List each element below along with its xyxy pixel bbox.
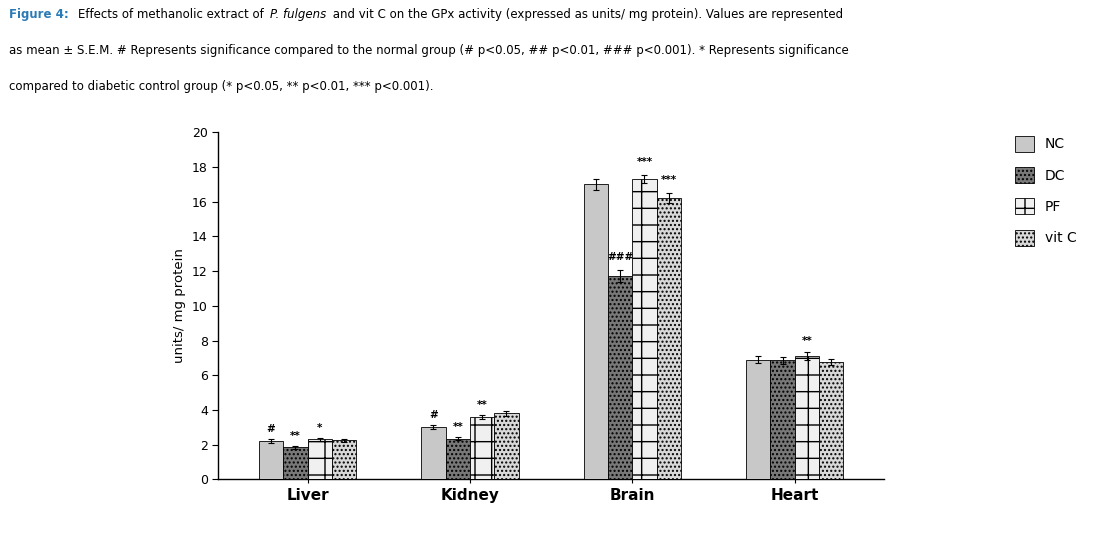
- Bar: [657, 198, 681, 479]
- Text: **: **: [477, 400, 488, 410]
- Text: ***: ***: [661, 175, 677, 185]
- Text: as mean ± S.E.M. # Represents significance compared to the normal group (# p<0.0: as mean ± S.E.M. # Represents significan…: [9, 44, 848, 57]
- Bar: [819, 362, 844, 479]
- Bar: [470, 417, 495, 479]
- Bar: [770, 360, 794, 479]
- Text: **: **: [290, 431, 301, 441]
- Bar: [308, 440, 332, 479]
- Legend: NC, DC, PF, vit C: NC, DC, PF, vit C: [1015, 136, 1076, 246]
- Text: #: #: [266, 424, 275, 434]
- Bar: [584, 184, 608, 479]
- Text: compared to diabetic control group (* p<0.05, ** p<0.01, *** p<0.001).: compared to diabetic control group (* p<…: [9, 80, 433, 93]
- Text: P. fulgens: P. fulgens: [271, 8, 327, 21]
- Text: ***: ***: [637, 157, 652, 167]
- Bar: [283, 447, 308, 479]
- Text: and vit C on the GPx activity (expressed as units/ mg protein). Values are repre: and vit C on the GPx activity (expressed…: [329, 8, 843, 21]
- Bar: [421, 428, 445, 479]
- Bar: [445, 439, 470, 479]
- Y-axis label: units/ mg protein: units/ mg protein: [173, 249, 187, 363]
- Bar: [794, 356, 819, 479]
- Text: Figure 4:: Figure 4:: [9, 8, 73, 21]
- Text: Effects of methanolic extract of: Effects of methanolic extract of: [78, 8, 267, 21]
- Bar: [258, 441, 283, 479]
- Bar: [495, 413, 518, 479]
- Text: *: *: [317, 423, 322, 433]
- Text: **: **: [801, 336, 812, 346]
- Bar: [332, 440, 356, 479]
- Bar: [632, 179, 657, 479]
- Text: ###: ###: [606, 252, 633, 262]
- Text: **: **: [452, 422, 463, 432]
- Bar: [746, 360, 770, 479]
- Text: #: #: [429, 410, 438, 420]
- Bar: [608, 276, 632, 479]
